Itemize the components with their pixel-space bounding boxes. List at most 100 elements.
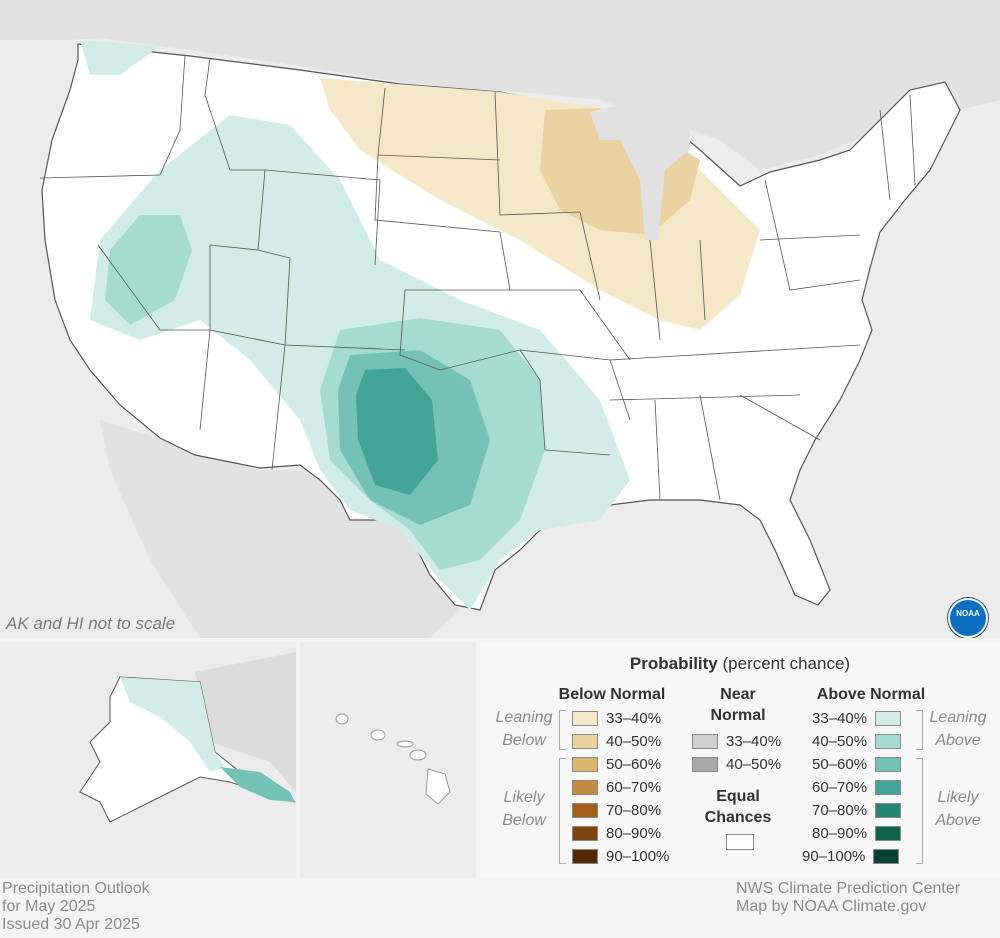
below-row-3: 60–70% bbox=[572, 777, 661, 797]
above-normal-lean-40-50-nevada bbox=[105, 215, 192, 325]
alaska-panhandle-above bbox=[220, 767, 295, 802]
canada-land-ak bbox=[195, 652, 296, 792]
above-row-1: 40–50% bbox=[812, 731, 902, 751]
below-label-0: 33–40% bbox=[606, 709, 662, 727]
footer-left-line2: for May 2025 bbox=[2, 898, 96, 915]
below-row-2: 50–60% bbox=[572, 754, 661, 774]
above-label-0: 33–40% bbox=[812, 709, 868, 727]
noaa-logo-icon: NOAA bbox=[948, 598, 988, 638]
near-label-0: 33–40% bbox=[726, 732, 782, 750]
below-normal-header: Below Normal bbox=[558, 686, 666, 703]
above-swatch-0 bbox=[875, 710, 902, 726]
above-row-6: 90–100% bbox=[802, 846, 900, 866]
likely-below-1: Likely bbox=[503, 789, 545, 806]
above-row-2: 50–60% bbox=[812, 754, 902, 774]
equal-chances-header-1: Equal bbox=[716, 788, 760, 805]
alaska-inset bbox=[0, 642, 296, 878]
above-normal-lean-33-40-nw bbox=[80, 40, 160, 75]
below-swatch-4 bbox=[572, 802, 598, 818]
equal-chances-header: Equal Chances bbox=[698, 786, 778, 828]
alaska-map-svg bbox=[79, 652, 296, 823]
below-row-1: 40–50% bbox=[572, 731, 661, 751]
leaning-below-2: Below bbox=[502, 732, 546, 749]
above-swatch-6 bbox=[873, 848, 900, 864]
likely-below-bracket bbox=[559, 758, 566, 864]
leaning-above-1: Leaning bbox=[929, 709, 987, 726]
near-row-0: 33–40% bbox=[692, 731, 781, 751]
near-row-1: 40–50% bbox=[692, 754, 781, 774]
above-row-0: 33–40% bbox=[812, 708, 902, 728]
above-normal-header: Above Normal bbox=[816, 686, 926, 703]
equal-chances-header-2: Chances bbox=[704, 809, 772, 826]
below-label-3: 60–70% bbox=[606, 778, 662, 796]
below-swatch-1 bbox=[572, 733, 598, 749]
above-label-4: 70–80% bbox=[812, 801, 868, 819]
equal-chances-swatch bbox=[726, 834, 754, 850]
leaning-above-bracket bbox=[916, 710, 923, 750]
below-row-0: 33–40% bbox=[572, 708, 661, 728]
footer-left-line1: Precipitation Outlook bbox=[2, 880, 150, 897]
above-row-4: 70–80% bbox=[812, 800, 902, 820]
below-row-5: 80–90% bbox=[572, 823, 661, 843]
leaning-above-label: Leaning Above bbox=[918, 706, 998, 752]
footer-right-line2: Map by NOAA Climate.gov bbox=[736, 898, 927, 915]
above-swatch-2 bbox=[875, 756, 902, 772]
kauai-island bbox=[335, 713, 349, 725]
legend-title: Probability (percent chance) bbox=[480, 654, 1000, 674]
below-swatch-5 bbox=[572, 825, 598, 841]
legend-title-rest: (percent chance) bbox=[722, 654, 851, 673]
below-label-6: 90–100% bbox=[606, 847, 670, 865]
hawaii-map-svg bbox=[335, 713, 451, 805]
above-label-2: 50–60% bbox=[812, 755, 868, 773]
below-swatch-3 bbox=[572, 779, 598, 795]
above-label-6: 90–100% bbox=[802, 847, 866, 865]
above-normal-likely-60-70 bbox=[356, 368, 438, 495]
below-swatch-0 bbox=[572, 710, 598, 726]
canada-land bbox=[0, 0, 1000, 170]
near-normal-header-1: Near bbox=[720, 686, 756, 703]
near-swatch-1 bbox=[692, 756, 718, 772]
above-swatch-3 bbox=[875, 779, 902, 795]
footer-right-line1: NWS Climate Prediction Center bbox=[736, 880, 961, 897]
leaning-below-1: Leaning bbox=[495, 709, 553, 726]
maui-island bbox=[409, 749, 427, 761]
likely-above-bracket bbox=[916, 758, 923, 864]
big-island bbox=[425, 768, 451, 805]
molokai-island bbox=[396, 740, 414, 748]
likely-below-2: Below bbox=[502, 812, 546, 829]
legend-title-bold: Probability bbox=[629, 654, 718, 673]
map-scale-note: AK and HI not to scale bbox=[6, 614, 176, 633]
above-swatch-4 bbox=[875, 802, 902, 818]
below-row-6: 90–100% bbox=[572, 846, 669, 866]
noaa-logo-text: NOAA bbox=[956, 609, 980, 618]
above-row-5: 80–90% bbox=[812, 823, 902, 843]
near-normal-header: Near Normal bbox=[698, 684, 778, 726]
below-swatch-2 bbox=[572, 756, 598, 772]
above-label-5: 80–90% bbox=[812, 824, 868, 842]
below-row-4: 70–80% bbox=[572, 800, 661, 820]
footer-right: NWS Climate Prediction Center Map by NOA… bbox=[736, 880, 960, 916]
below-label-5: 80–90% bbox=[606, 824, 662, 842]
above-swatch-1 bbox=[875, 733, 902, 749]
mexico-land bbox=[100, 420, 460, 638]
below-label-4: 70–80% bbox=[606, 801, 662, 819]
above-row-3: 60–70% bbox=[812, 777, 902, 797]
footer-left: Precipitation Outlook for May 2025 Issue… bbox=[2, 880, 150, 934]
leaning-below-bracket bbox=[559, 710, 566, 750]
great-lakes bbox=[590, 100, 690, 240]
below-swatch-6 bbox=[572, 848, 598, 864]
alaska-lean-above bbox=[120, 677, 225, 772]
above-label-3: 60–70% bbox=[812, 778, 868, 796]
likely-above-2: Above bbox=[935, 812, 981, 829]
conus-map-svg bbox=[0, 0, 1000, 638]
conus-map: AK and HI not to scale NOAA bbox=[0, 0, 1000, 638]
near-swatch-0 bbox=[692, 733, 718, 749]
leaning-below-label: Leaning Below bbox=[484, 706, 564, 752]
above-swatch-5 bbox=[875, 825, 902, 841]
likely-below-label: Likely Below bbox=[484, 786, 564, 832]
state-lines bbox=[39, 54, 916, 501]
footer-left-line3: Issued 30 Apr 2025 bbox=[2, 916, 140, 933]
likely-above-label: Likely Above bbox=[918, 786, 998, 832]
hawaii-inset bbox=[300, 642, 476, 878]
leaning-above-2: Above bbox=[935, 732, 981, 749]
